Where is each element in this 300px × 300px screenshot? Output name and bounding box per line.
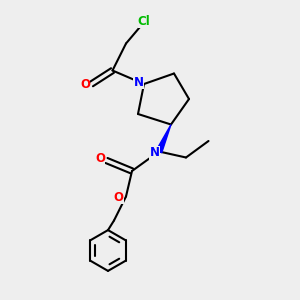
Polygon shape (156, 124, 171, 153)
Text: O: O (95, 152, 105, 166)
Text: Cl: Cl (138, 14, 150, 28)
Text: O: O (80, 77, 90, 91)
Text: O: O (113, 190, 124, 204)
Text: N: N (149, 146, 160, 160)
Text: N: N (134, 76, 144, 89)
